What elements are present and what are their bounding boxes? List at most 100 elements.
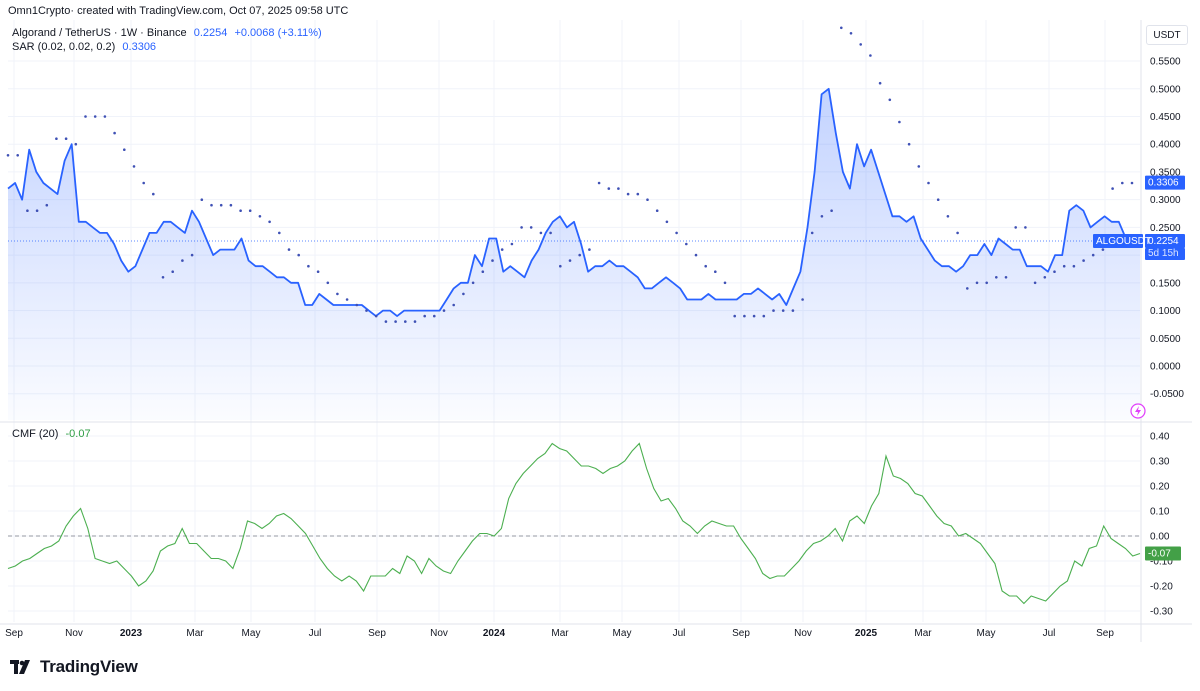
sar-dot	[45, 203, 49, 207]
sar-dot	[956, 231, 959, 235]
sar-dot	[171, 270, 174, 274]
tradingview-logo[interactable]: TradingView	[10, 657, 138, 677]
sar-dot	[743, 314, 746, 318]
sar-dot	[529, 226, 533, 229]
sar-dot	[413, 320, 417, 323]
sar-dot	[694, 253, 698, 257]
price-tick-label: 0.5000	[1150, 84, 1181, 95]
time-tick-label: 2025	[855, 628, 878, 639]
price-tick-label: 0.3000	[1150, 195, 1181, 206]
time-tick-label: Nov	[794, 628, 812, 639]
sar-dot	[772, 309, 775, 312]
sar-dot	[568, 259, 572, 262]
sar-dot	[326, 281, 330, 285]
sar-dot	[1130, 181, 1134, 185]
sar-dot	[859, 43, 862, 46]
time-tick-label: Sep	[368, 628, 386, 639]
price-tick-label: 0.0500	[1150, 334, 1181, 345]
cmf-legend[interactable]: CMF (20) -0.07	[12, 428, 95, 440]
time-tick-label: Sep	[1096, 628, 1114, 639]
sar-dot	[93, 115, 97, 118]
cmf-tick-label: -0.10	[1150, 557, 1173, 568]
sar-dot	[248, 209, 252, 212]
sar-dot	[995, 276, 998, 279]
sar-dot	[307, 264, 310, 268]
sar-dot	[733, 314, 736, 318]
sar-dot	[113, 131, 116, 135]
cmf-line	[7, 442, 1141, 605]
sar-dot	[936, 198, 940, 201]
cmf-tick-label: -0.20	[1150, 582, 1173, 593]
sar-dot	[597, 181, 601, 185]
cmf-tick-label: 0.30	[1150, 457, 1170, 468]
sar-dot	[229, 203, 233, 207]
sar-dot	[6, 154, 10, 157]
sar-dot	[878, 81, 882, 85]
sar-dot	[791, 309, 795, 312]
sar-legend[interactable]: SAR (0.02, 0.02, 0.2) 0.3306	[12, 41, 160, 53]
currency-button[interactable]: USDT	[1146, 25, 1188, 45]
price-tick-label: 0.0000	[1150, 362, 1181, 373]
price-tick-label: 0.2500	[1150, 223, 1181, 234]
sar-dot	[1043, 276, 1047, 279]
sar-dot	[830, 209, 833, 212]
sar-dot	[1033, 281, 1037, 285]
symbol-legend[interactable]: Algorand / TetherUS · 1W · Binance 0.225…	[12, 27, 326, 39]
sar-dot	[394, 320, 397, 323]
current-price-tag: 0.2254	[1145, 234, 1185, 249]
price-tick-label: 0.4000	[1150, 140, 1181, 151]
sar-dot	[539, 231, 543, 235]
sar-dot	[433, 314, 436, 318]
sar-dot	[345, 298, 349, 301]
time-tick-label: Sep	[732, 628, 750, 639]
symbol-tag: ALGOUSDT	[1093, 234, 1151, 249]
time-tick-label: Mar	[551, 628, 569, 639]
sar-dot	[268, 220, 271, 224]
sar-dot	[888, 98, 892, 102]
price-line	[7, 87, 1140, 317]
sar-dot	[374, 314, 378, 318]
sar-dot	[365, 309, 368, 312]
symbol-price: 0.2254	[193, 27, 228, 39]
sar-dot	[820, 215, 824, 218]
sar-dot	[810, 231, 814, 235]
sar-dot	[869, 54, 872, 57]
sar-dot	[907, 142, 911, 146]
sar-dot	[26, 209, 29, 212]
countdown-tag: 5d 15h	[1145, 248, 1185, 261]
sar-dot	[975, 281, 979, 285]
sar-dot	[287, 248, 291, 251]
sar-dot	[500, 248, 504, 251]
sar-value: 0.3306	[122, 41, 157, 53]
sar-dot	[665, 220, 669, 224]
sar-dot	[1111, 187, 1114, 190]
sar-dot	[1062, 264, 1066, 268]
sar-dot	[258, 215, 262, 218]
credit-line: Omn1Crypto· created with TradingView.com…	[8, 5, 349, 17]
time-tick-label: 2024	[483, 628, 506, 639]
sar-dot	[316, 270, 320, 274]
price-tick-label: 0.5500	[1150, 57, 1181, 68]
sar-label: SAR (0.02, 0.02, 0.2)	[12, 41, 116, 53]
sar-dot	[549, 231, 552, 235]
sar-dot	[636, 192, 640, 196]
price-tick-label: 0.3500	[1150, 167, 1181, 178]
sar-dot	[559, 264, 562, 268]
time-tick-label: Mar	[186, 628, 204, 639]
sar-dot	[16, 154, 20, 157]
sar-dot	[239, 209, 242, 212]
sar-dot	[607, 187, 611, 190]
sar-dot	[1121, 181, 1124, 185]
sar-dot	[1014, 226, 1017, 229]
sar-dot	[152, 192, 155, 196]
sar-dot	[55, 137, 58, 140]
sar-dot	[84, 115, 87, 118]
tradingview-icon	[10, 660, 30, 674]
sar-dot	[481, 270, 485, 274]
sar-dot	[520, 226, 523, 229]
sar-dot	[181, 259, 184, 262]
sar-dot	[578, 253, 581, 257]
sar-dot	[946, 215, 950, 218]
sar-dot	[132, 165, 136, 168]
